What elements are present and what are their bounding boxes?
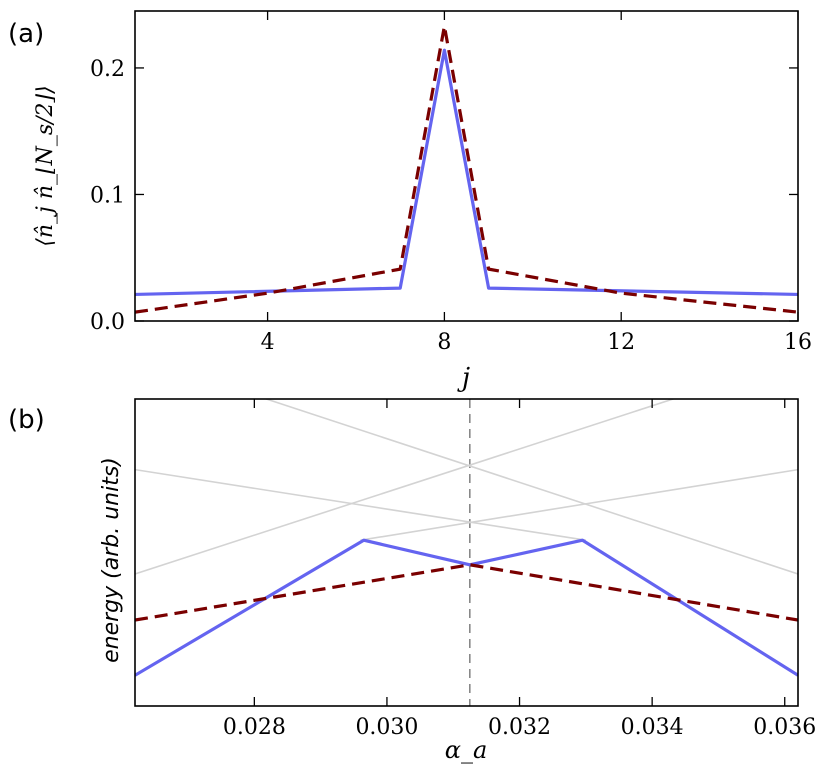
panel-b-x-tick-label: 0.030 [355,715,418,740]
panel-b-series-gray-4 [135,399,676,575]
panel-a-frame [134,10,799,322]
panel-a-y-axis-label: ⟨n̂_j n̂_⌊N_s/2⌋⟩ [33,85,58,246]
panel-a-x-tick-label: 8 [437,330,451,355]
panel-a-x-tick-label: 12 [607,330,635,355]
panel-b-x-tick-label: 0.034 [621,715,684,740]
panel-a-label: (a) [8,19,44,49]
panel-b-series-gray-2 [360,468,798,542]
panel-a-x-tick-label: 4 [261,330,275,355]
panel-b-series-dashed [135,563,798,622]
panel-a-x-axis-label: j [457,363,470,393]
panel-a-x-tick-label: 16 [784,330,812,355]
panel-b-y-axis-label: energy (arb. units) [99,457,124,663]
panel-b-x-tick-label: 0.036 [753,715,816,740]
panel-a-plot: 4 8 12 16 0.0 0.1 0.2 j ⟨n̂_j n̂_⌊N_s/2⌋⟩ [33,10,812,393]
panel-b-label: (b) [8,405,45,435]
panel-b-x-axis-label: α_a [445,736,488,764]
panel-b-series-gray-1 [135,468,586,542]
panel-a-y-tick-label: 0.1 [90,183,125,208]
panel-b-plot: 0.028 0.030 0.032 0.034 0.036 α_a energy (ar… [99,398,816,764]
panel-b-x-tick-label: 0.028 [223,715,286,740]
panel-b-series-solid [135,538,798,677]
panel-b-frame [134,398,799,707]
panel-a-y-tick-label: 0.0 [90,310,125,335]
panel-a-series-solid [135,48,798,297]
panel-b-series-gray-3 [263,399,798,575]
panel-b-x-tick-label: 0.032 [488,715,551,740]
panel-a-y-tick-label: 0.2 [90,57,125,82]
